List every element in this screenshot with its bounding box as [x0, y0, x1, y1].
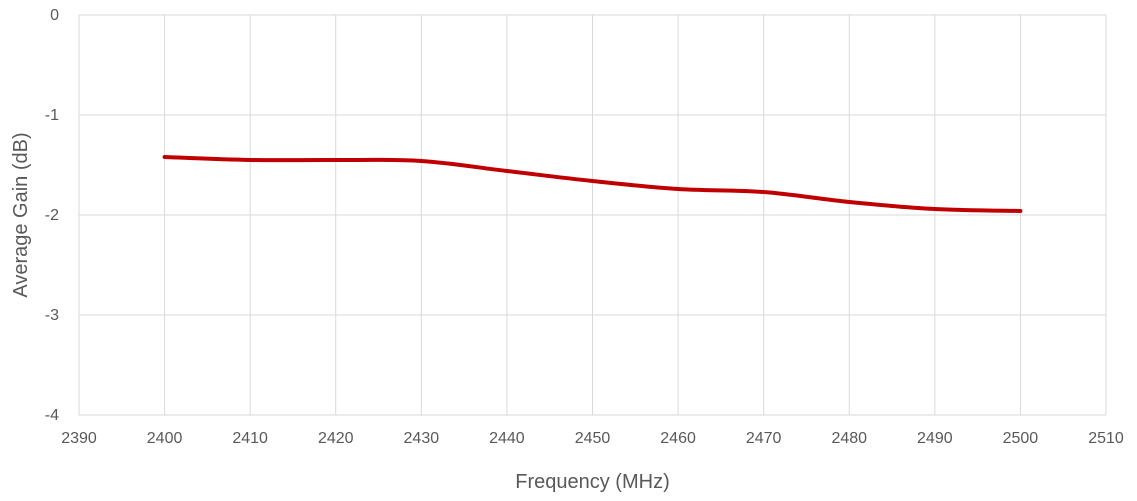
series-line — [162, 155, 1023, 213]
x-tick-label: 2440 — [489, 430, 525, 447]
x-tick-label: 2430 — [404, 430, 440, 447]
x-tick-label: 2500 — [1003, 430, 1039, 447]
y-axis-title: Average Gain (dB) — [10, 132, 32, 297]
y-tick-label: 0 — [50, 7, 59, 24]
x-tick-label: 2390 — [61, 430, 97, 447]
x-tick-label: 2420 — [318, 430, 354, 447]
grid — [78, 14, 1107, 416]
x-tick-label: 2470 — [746, 430, 782, 447]
series — [162, 155, 1023, 213]
x-tick-label: 2510 — [1088, 430, 1124, 447]
y-tick-label: -1 — [45, 107, 59, 124]
tick-labels: 2390 2400 2410 2420 2430 2440 2450 2460 2470 2480… — [45, 7, 1124, 447]
x-tick-label: 2490 — [917, 430, 953, 447]
x-tick-label: 2450 — [575, 430, 611, 447]
x-tick-label: 2460 — [660, 430, 696, 447]
axes — [78, 15, 1106, 416]
x-tick-label: 2480 — [831, 430, 867, 447]
x-tick-label: 2400 — [147, 430, 183, 447]
y-tick-label: -4 — [45, 407, 59, 424]
x-tick-label: 2410 — [232, 430, 268, 447]
y-tick-label: -2 — [45, 207, 59, 224]
y-tick-label: -3 — [45, 307, 59, 324]
x-axis-title: Frequency (MHz) — [515, 471, 669, 493]
